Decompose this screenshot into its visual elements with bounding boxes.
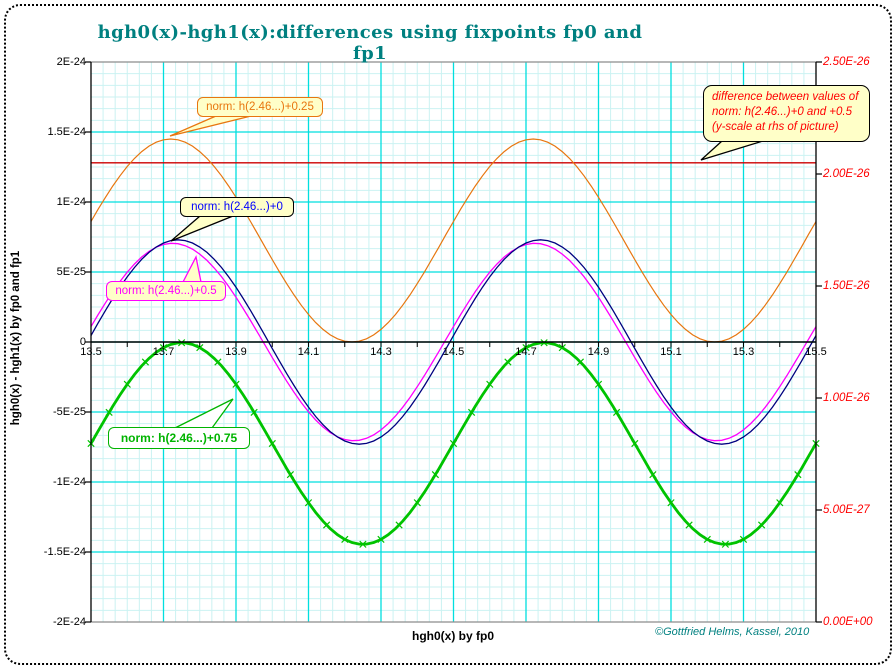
callout-difference-line-3: (y-scale at rhs of picture) xyxy=(712,121,839,133)
x-axis-tick-label: 14.5 xyxy=(442,346,465,358)
callout-norm-plus-075-label: norm: h(2.46...)+0.75 xyxy=(120,431,238,445)
left-axis-tick-label: -5E-25 xyxy=(52,406,86,418)
left-axis-tick-label: 5E-25 xyxy=(56,266,86,278)
y-axis-title: hgh0(x) - hgh1(x) by fp0 and fp1 xyxy=(10,250,22,426)
callout-norm-plus-025-label: norm: h(2.46...)+0.25 xyxy=(206,101,314,113)
left-axis-tick-label: -2E-24 xyxy=(52,616,86,628)
callout-norm-plus-075: norm: h(2.46...)+0.75 xyxy=(108,427,250,449)
x-axis-tick-label: 15.5 xyxy=(805,346,827,358)
x-axis-tick-label: 15.1 xyxy=(660,346,682,358)
x-axis-tick-label: 13.5 xyxy=(80,346,102,358)
left-axis-tick-label: -1.5E-24 xyxy=(43,546,86,558)
chart-title: hgh0(x)-hgh1(x):differences using fixpoi… xyxy=(97,22,643,64)
left-axis-tick-label: 2E-24 xyxy=(56,56,86,68)
right-axis-tick-label: 5.00E-27 xyxy=(823,504,870,516)
x-axis-tick-label: 13.9 xyxy=(225,346,247,358)
chart-frame xyxy=(4,4,892,665)
left-axis-tick-label: 0 xyxy=(79,336,86,348)
callout-norm-plus-025: norm: h(2.46...)+0.25 xyxy=(197,97,323,117)
callout-difference-note: difference between values of norm: h(2.4… xyxy=(703,85,870,142)
left-axis-tick-label: 1E-24 xyxy=(56,196,86,208)
x-axis-tick-label: 14.1 xyxy=(297,346,320,358)
right-axis-tick-label: 0.00E+00 xyxy=(823,616,873,628)
callout-difference-line-2: norm: h(2.46...)+0 and +0.5 xyxy=(712,106,853,118)
right-axis-tick-label: 1.00E-26 xyxy=(823,392,870,404)
series-line-norm-h-2-46-0-25 xyxy=(90,138,817,343)
left-axis-tick-label: 1.5E-24 xyxy=(47,126,86,138)
x-axis-tick-label: 14.9 xyxy=(587,346,610,358)
callout-difference-line-1: difference between values of xyxy=(712,91,859,103)
callout-norm-plus-0: norm: h(2.46...)+0 xyxy=(180,197,294,217)
series-line-norm-h-2-46-0 xyxy=(90,239,817,445)
x-axis-tick-label: 14.7 xyxy=(515,346,537,358)
right-axis-tick-label: 2.50E-26 xyxy=(823,56,870,68)
x-axis-title: hgh0(x) by fp0 xyxy=(411,629,494,643)
x-axis-tick-label: 15.3 xyxy=(732,346,755,358)
x-axis-tick-label: 14.3 xyxy=(370,346,392,358)
right-axis-tick-label: 1.50E-26 xyxy=(823,280,870,292)
callout-norm-plus-05: norm: h(2.46...)+0.5 xyxy=(106,281,226,301)
x-axis-tick-label: 13.7 xyxy=(152,346,175,358)
left-axis-tick-label: -1E-24 xyxy=(52,476,86,488)
right-axis-tick-label: 2.00E-26 xyxy=(823,168,870,180)
copyright-text: ©Gottfried Helms, Kassel, 2010 xyxy=(655,626,810,638)
callout-norm-plus-0-label: norm: h(2.46...)+0 xyxy=(191,201,283,213)
callout-norm-plus-05-label: norm: h(2.46...)+0.5 xyxy=(115,285,217,297)
